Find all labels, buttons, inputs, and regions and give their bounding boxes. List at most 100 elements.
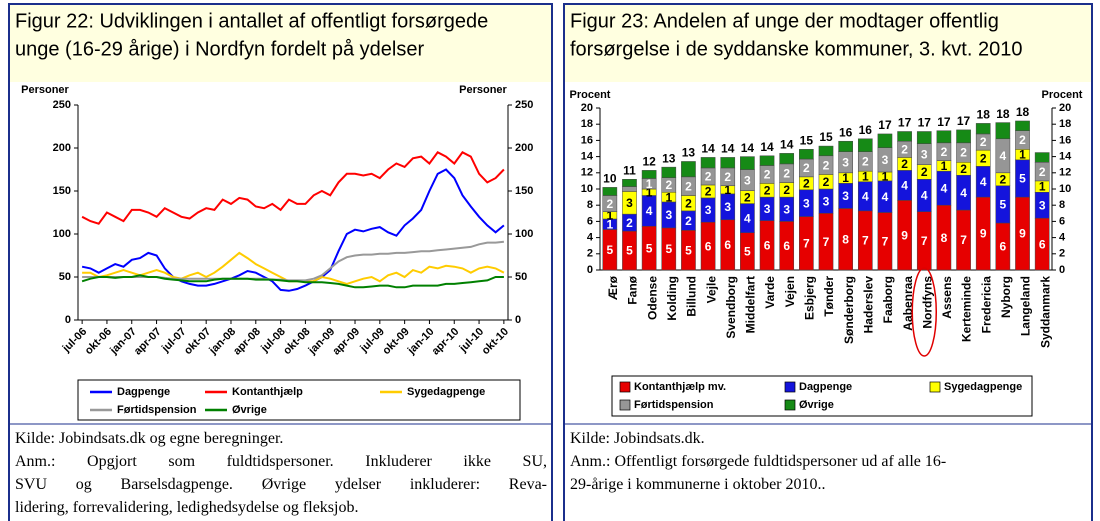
- segment-label: 4: [960, 186, 967, 200]
- y2-tick-label: 0: [515, 314, 521, 326]
- x-tick-label: Sønderborg: [842, 276, 856, 344]
- total-label: 14: [760, 140, 774, 154]
- bar-segment: [779, 153, 795, 165]
- y-tick-label: 18: [581, 118, 593, 130]
- segment-label: 1: [646, 185, 653, 199]
- segment-label: 5: [626, 244, 633, 258]
- segment-label: 2: [803, 161, 810, 175]
- total-label: 17: [878, 118, 892, 132]
- x-tick-label: Kolding: [665, 276, 679, 321]
- legend-label: Førtidspension: [117, 404, 197, 416]
- segment-label: 2: [1000, 172, 1007, 186]
- y-tick-label: 12: [581, 167, 593, 179]
- segment-label: 2: [724, 170, 731, 184]
- y-tick-label: 50: [59, 271, 71, 283]
- y-tick-label: 8: [587, 199, 593, 211]
- caption-line: 29-årige i kommunerne i oktober 2010..: [570, 476, 826, 493]
- segment-label: 2: [980, 151, 987, 165]
- segment-label: 6: [724, 238, 731, 252]
- bar-segment: [1034, 152, 1050, 163]
- y2-tick-label: 6: [1059, 215, 1065, 227]
- total-label: 12: [642, 155, 656, 169]
- y2-tick-label: 8: [1059, 199, 1065, 211]
- chart-title: unge (16-29 årige) i Nordfyn fordelt på …: [15, 38, 424, 60]
- segment-label: 1: [941, 159, 948, 173]
- segment-label: 3: [921, 147, 928, 161]
- bar-segment: [1015, 120, 1030, 131]
- segment-label: 2: [685, 196, 692, 210]
- segment-label: 3: [823, 194, 830, 208]
- y-tick-label: 150: [53, 185, 71, 197]
- segment-label: 7: [921, 234, 928, 248]
- right-caption: Kilde: Jobindsats.dk. Anm.: Offentligt fo…: [570, 427, 1088, 496]
- legend-label: Dagpenge: [799, 381, 852, 393]
- legend-swatch: [784, 381, 796, 393]
- caption-line: SVU og Barselsdagpenge. Øvrige ydelser i…: [15, 476, 547, 493]
- y2-tick-label: 18: [1059, 118, 1071, 130]
- left-caption: Kilde: Jobindsats.dk og egne beregninger…: [15, 427, 547, 519]
- total-label: 17: [898, 116, 912, 130]
- right-border: [563, 3, 1093, 521]
- legend-swatch: [929, 381, 941, 393]
- segment-label: 4: [744, 211, 751, 225]
- segment-label: 2: [1039, 165, 1046, 179]
- total-label: 13: [682, 146, 696, 160]
- y2-tick-label: 50: [515, 271, 527, 283]
- y2-tick-label: 200: [515, 142, 533, 154]
- bar-segment: [759, 155, 775, 166]
- y-axis-label: Procent: [570, 89, 611, 101]
- total-label: 17: [937, 115, 951, 129]
- y-tick-label: 10: [581, 183, 593, 195]
- total-label: 16: [859, 123, 873, 137]
- segment-label: 3: [665, 208, 672, 222]
- segment-label: 8: [842, 232, 849, 246]
- segment-label: 1: [606, 217, 613, 231]
- y2-tick-label: 150: [515, 185, 533, 197]
- bar-segment: [661, 166, 677, 178]
- segment-label: 1: [862, 170, 869, 184]
- y2-tick-label: 250: [515, 99, 533, 111]
- segment-label: 3: [842, 155, 849, 169]
- segment-label: 2: [823, 158, 830, 172]
- segment-label: 2: [1019, 133, 1026, 147]
- segment-label: 9: [901, 228, 908, 242]
- legend-label: Øvrige: [232, 404, 267, 416]
- y2-tick-label: 14: [1059, 151, 1072, 163]
- total-label: 11: [623, 163, 636, 177]
- x-tick-label: Ærø: [606, 275, 620, 300]
- y-tick-label: 6: [587, 215, 593, 227]
- total-label: 15: [819, 130, 833, 144]
- segment-label: 2: [764, 183, 771, 197]
- x-tick-label: Fanø: [626, 275, 640, 304]
- legend-swatch: [619, 381, 631, 393]
- series-line: [81, 168, 505, 292]
- total-label: 17: [918, 116, 932, 130]
- left-legend-box: [77, 379, 521, 421]
- segment-label: 2: [803, 177, 810, 191]
- y2-tick-label: 4: [1059, 232, 1066, 244]
- segment-label: 3: [1039, 198, 1046, 212]
- bar-segment: [897, 131, 912, 142]
- legend-swatch: [619, 399, 631, 411]
- segment-label: 4: [862, 189, 869, 203]
- y-tick-label: 14: [581, 151, 594, 163]
- bar-segment: [936, 130, 952, 144]
- bar-segment: [916, 131, 932, 144]
- x-tick-label: Kerteminde: [960, 276, 974, 342]
- total-label: 10: [603, 172, 617, 186]
- bar-segment: [681, 161, 696, 178]
- segment-label: 1: [665, 190, 672, 204]
- segment-label: 3: [744, 173, 751, 187]
- y2-tick-label: 12: [1059, 167, 1071, 179]
- x-tick-label: Langeland: [1019, 276, 1033, 336]
- bar-segment: [740, 156, 755, 170]
- bar-segment: [838, 140, 853, 152]
- segment-label: 4: [941, 181, 948, 195]
- x-tick-label: Assens: [940, 276, 954, 319]
- segment-label: 3: [842, 189, 849, 203]
- x-tick-label: Vejen: [783, 276, 797, 307]
- series-line: [81, 274, 504, 289]
- x-tick-label: Billund: [685, 276, 699, 317]
- x-tick-label: Aabenraa: [901, 276, 915, 331]
- bar-segment: [956, 129, 971, 144]
